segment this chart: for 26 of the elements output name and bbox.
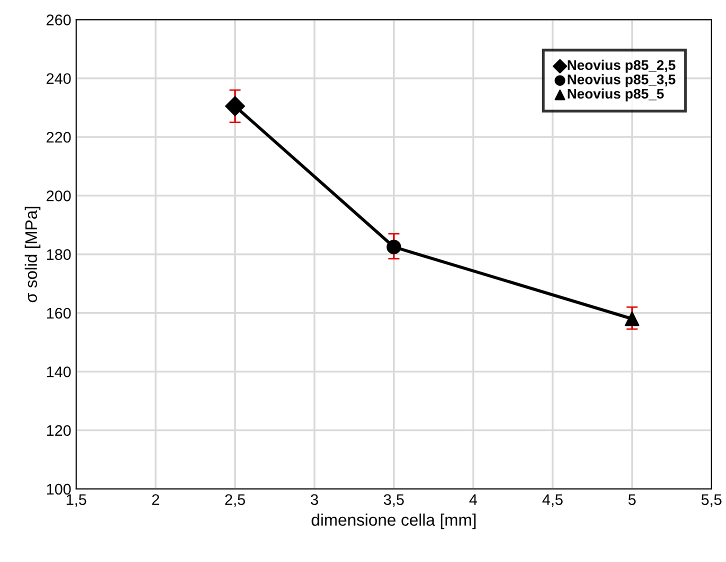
x-tick-label: 1,5 <box>66 494 86 507</box>
point <box>386 240 402 254</box>
legend-label: Neovius p85_3,5 <box>568 74 676 88</box>
x-axis-title: dimensione cella [mm] <box>312 514 476 530</box>
point <box>624 312 640 326</box>
y-tick-label: 100 <box>47 484 71 495</box>
y-tick-label: 200 <box>46 190 71 202</box>
legend-label: Neovius p85_2,5 <box>568 60 676 73</box>
x-tick-label: 2,5 <box>225 494 246 507</box>
y-tick-label: 140 <box>47 366 71 378</box>
y-axis-title: σ solid [MPa] <box>24 206 40 302</box>
x-tick-label: 4 <box>469 494 478 505</box>
x-tick-label: 3,5 <box>384 494 404 507</box>
y-tick-label: 180 <box>47 249 71 260</box>
point <box>225 96 246 116</box>
legend-label: Neovius p85_5 <box>568 88 664 102</box>
y-tick-label: 120 <box>47 425 71 436</box>
x-tick-label: 4,5 <box>542 494 563 507</box>
y-tick-label: 160 <box>47 308 71 319</box>
y-tick-label: 260 <box>46 14 71 26</box>
x-tick-label: 5,5 <box>701 494 722 507</box>
y-tick-label: 240 <box>46 73 71 84</box>
x-tick-label: 5 <box>628 494 636 506</box>
x-tick-label: 2 <box>152 494 160 505</box>
y-tick-label: 220 <box>46 132 71 143</box>
x-tick-label: 3 <box>310 494 318 506</box>
